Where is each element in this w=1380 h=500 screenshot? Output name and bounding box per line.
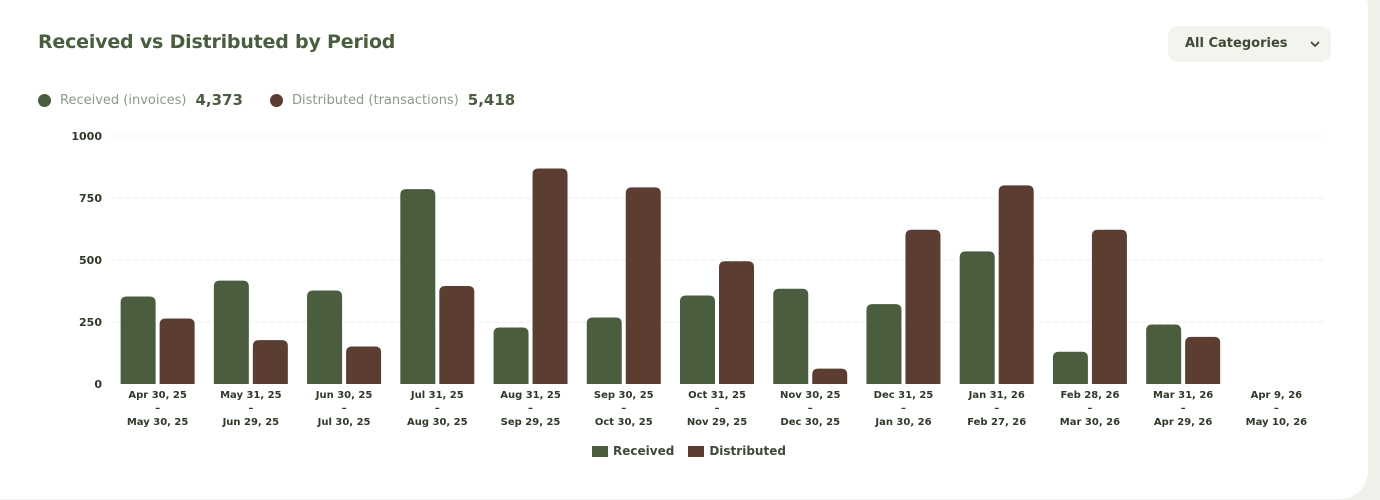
bar-received[interactable]	[400, 189, 436, 384]
x-tick-label-separator: –	[621, 403, 626, 414]
bar-received[interactable]	[120, 296, 156, 384]
bar-distributed[interactable]	[1185, 336, 1221, 384]
bar-distributed[interactable]	[1091, 229, 1127, 384]
bar-received[interactable]	[773, 288, 809, 384]
legend-swatch-distributed	[688, 445, 705, 457]
chevron-down-icon	[1310, 41, 1320, 47]
bar-chart: 0 250 500 750 1000 Apr 30, 25 – May 30, 25 May 3…	[71, 130, 1323, 428]
x-tick-label-end: Jul 30, 25	[317, 417, 371, 428]
y-tick-label: 750	[79, 192, 102, 205]
category-filter-value: All Categories	[1185, 36, 1288, 51]
bar-received[interactable]	[493, 327, 529, 384]
received-summary: Received (invoices) 4,373	[38, 90, 243, 110]
received-summary-value: 4,373	[195, 91, 243, 109]
bar-received[interactable]	[213, 280, 249, 384]
x-tick-label-end: Mar 30, 26	[1060, 417, 1120, 428]
bar-received[interactable]	[959, 251, 995, 384]
bar-distributed[interactable]	[532, 168, 568, 384]
distributed-summary-label: Distributed (transactions)	[292, 92, 459, 108]
x-tick-label-start: Apr 30, 25	[128, 390, 186, 401]
bar-received[interactable]	[1052, 351, 1088, 384]
bar-received[interactable]	[1146, 324, 1182, 384]
x-tick-label-separator: –	[248, 403, 253, 414]
chart-legend: Received Distributed	[0, 444, 1368, 458]
bar-distributed[interactable]	[812, 368, 848, 384]
bar-distributed[interactable]	[625, 187, 661, 384]
x-tick-label-separator: –	[715, 403, 720, 414]
x-tick-label-separator: –	[901, 403, 906, 414]
distributed-summary: Distributed (transactions) 5,418	[270, 90, 515, 110]
legend-item-received[interactable]: Received	[592, 444, 674, 458]
x-tick-label-end: Jun 29, 25	[222, 417, 280, 428]
x-tick-label-end: May 10, 26	[1246, 417, 1308, 428]
bar-distributed[interactable]	[719, 261, 754, 384]
x-tick-label-separator: –	[342, 403, 347, 414]
y-tick-label: 500	[79, 254, 102, 267]
bar-distributed[interactable]	[346, 346, 382, 384]
x-tick-label-end: Aug 30, 25	[407, 417, 468, 428]
bar-distributed[interactable]	[439, 286, 475, 384]
x-tick-label-start: Nov 30, 25	[780, 390, 840, 401]
received-dot	[38, 93, 51, 107]
x-tick-label-end: Dec 30, 25	[780, 417, 840, 428]
category-filter-select[interactable]: All Categories	[1168, 26, 1331, 62]
x-tick-label-separator: –	[528, 403, 533, 414]
bar-distributed[interactable]	[998, 185, 1034, 384]
x-tick-label-start: Mar 31, 26	[1153, 390, 1213, 401]
x-tick-label-start: May 31, 25	[220, 390, 282, 401]
bar-distributed[interactable]	[252, 340, 288, 384]
x-tick-label-end: Apr 29, 26	[1154, 417, 1212, 428]
x-tick-label-start: Jan 31, 26	[968, 390, 1025, 401]
bar-distributed[interactable]	[905, 229, 941, 384]
x-tick-label-start: Apr 9, 26	[1251, 390, 1303, 401]
legend-swatch-received	[592, 445, 609, 457]
legend-label-received: Received	[613, 444, 675, 458]
x-tick-label-end: May 30, 25	[127, 417, 189, 428]
chart-title: Received vs Distributed by Period	[38, 31, 396, 53]
x-tick-label-start: Jun 30, 25	[315, 390, 373, 401]
legend-item-distributed[interactable]: Distributed	[688, 444, 786, 458]
received-summary-label: Received (invoices)	[60, 92, 187, 108]
x-tick-label-separator: –	[155, 403, 160, 414]
bar-received[interactable]	[680, 295, 715, 384]
bar-received[interactable]	[586, 317, 622, 384]
x-tick-label-start: Aug 31, 25	[500, 390, 561, 401]
x-tick-label-start: Dec 31, 25	[874, 390, 934, 401]
x-tick-label-separator: –	[994, 403, 999, 414]
x-tick-label-end: Sep 29, 25	[501, 417, 561, 428]
y-tick-label: 0	[94, 378, 102, 391]
x-tick-label-separator: –	[1181, 403, 1186, 414]
distributed-summary-value: 5,418	[467, 91, 516, 109]
x-tick-label-end: Feb 27, 26	[967, 417, 1026, 428]
distributed-dot	[270, 93, 283, 107]
x-tick-label-separator: –	[808, 403, 813, 414]
x-tick-label-end: Jan 30, 26	[874, 417, 931, 428]
x-tick-label-start: Oct 31, 25	[688, 390, 746, 401]
y-tick-label: 250	[79, 316, 102, 329]
x-tick-label-separator: –	[1274, 403, 1279, 414]
x-tick-label-start: Feb 28, 26	[1060, 390, 1119, 401]
bar-received[interactable]	[307, 290, 343, 384]
x-tick-label-end: Nov 29, 25	[687, 417, 747, 428]
x-tick-label-end: Oct 30, 25	[595, 417, 653, 428]
bar-received[interactable]	[866, 304, 902, 384]
x-tick-label-start: Sep 30, 25	[594, 390, 654, 401]
bar-distributed[interactable]	[159, 318, 195, 384]
y-tick-label: 1000	[71, 130, 102, 143]
legend-label-distributed: Distributed	[709, 444, 786, 458]
x-tick-label-start: Jul 31, 25	[410, 390, 464, 401]
x-tick-label-separator: –	[435, 403, 440, 414]
x-tick-label-separator: –	[1087, 403, 1092, 414]
